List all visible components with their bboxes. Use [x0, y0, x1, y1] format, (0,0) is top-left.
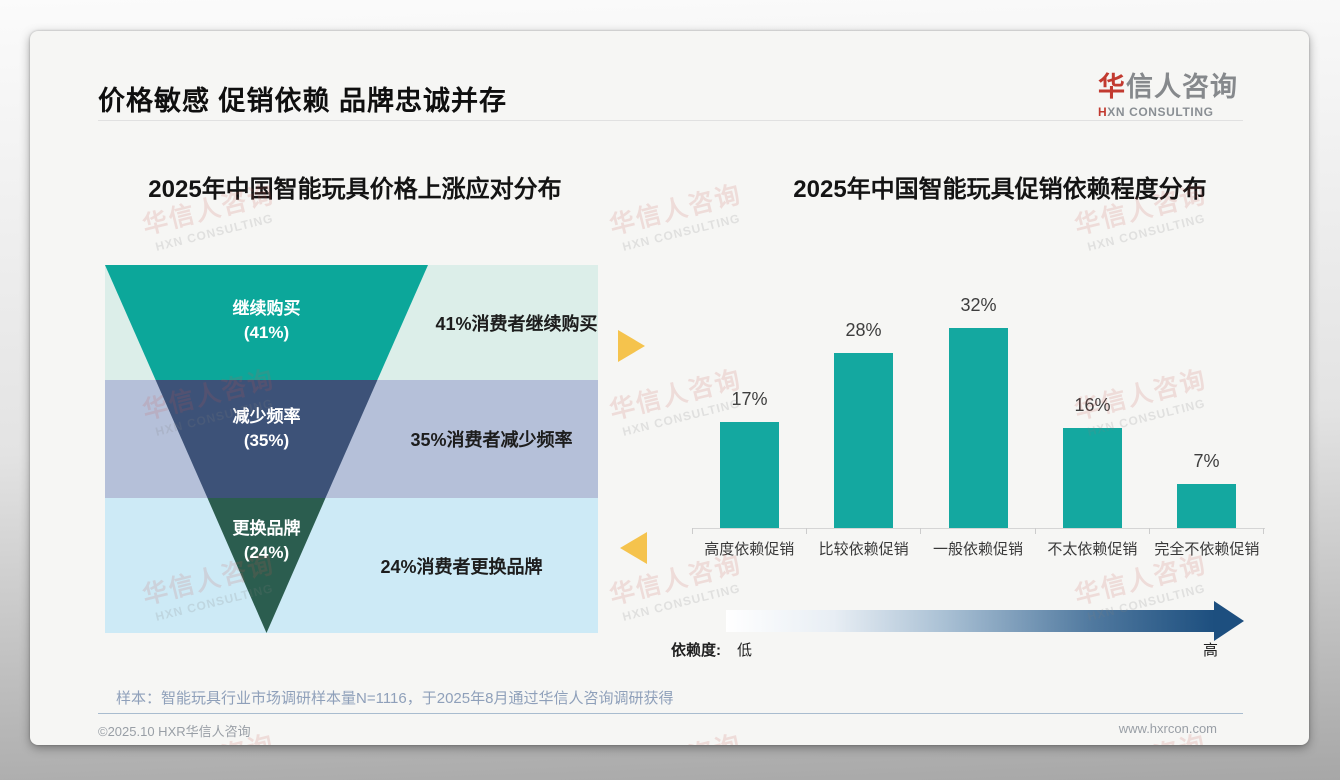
funnel-shape: 继续购买 (41%) 减少频率 (35%) 更换品牌 (24%): [105, 265, 428, 633]
x-axis-label: 比较依赖促销: [818, 541, 909, 558]
funnel-annotation: 24%消费者更换品牌: [380, 556, 543, 577]
funnel-annotation: 35%消费者减少频率: [410, 430, 573, 450]
funnel-note-band: 24%消费者更换品牌: [105, 498, 598, 633]
funnel-segment-label: 更换品牌 (24%): [232, 519, 301, 562]
logo-chinese-text: 华信人咨询: [1098, 72, 1238, 102]
bar-value-label: 16%: [1074, 395, 1111, 415]
funnel-chart-title: 2025年中国智能玩具价格上涨应对分布: [148, 176, 562, 203]
bar-value-label: 7%: [1193, 451, 1220, 472]
bar-value-label: 32%: [960, 295, 997, 315]
bar: [834, 353, 893, 528]
x-axis-line: [692, 528, 1265, 529]
x-axis-ticks: [692, 528, 1264, 534]
footer-divider: [98, 713, 1243, 714]
funnel-segment-label: 继续购买 (41%): [232, 299, 301, 342]
bar: [720, 421, 779, 528]
website-text: www.hxrcon.com: [1118, 721, 1217, 736]
bar: [949, 328, 1008, 528]
slide-card: 价格敏感 促销依赖 品牌忠诚并存 华信人咨询 HXN CONSULTING 20…: [30, 31, 1309, 745]
bar: [1177, 484, 1236, 528]
dependence-high-label: 高: [1203, 642, 1219, 659]
company-logo: 华信人咨询 HXN CONSULTING: [1098, 65, 1258, 119]
copyright-text: ©2025.10 HXR华信人咨询: [98, 724, 251, 739]
funnel-chart: 41%消费者继续购买 35%消费者减少频率 24%消费者更换品牌 继续购买 (41…: [105, 265, 598, 633]
dependence-axis-label: 依赖度:: [671, 642, 721, 659]
funnel-segment-continue: [105, 265, 428, 380]
bar-chart-plot: 17% 28% 32% 16% 7%: [692, 291, 1264, 528]
page-title: 价格敏感 促销依赖 品牌忠诚并存: [98, 86, 508, 116]
arrow-left-icon: [620, 532, 647, 564]
bar-group: 7%: [1149, 451, 1264, 528]
dependence-low-label: 低: [737, 642, 753, 659]
x-axis-labels: 高度依赖促销 比较依赖促销 一般依赖促销 不太依赖促销 完全不依赖促销: [692, 538, 1264, 559]
x-axis-label: 高度依赖促销: [704, 541, 795, 558]
bar-group: 16%: [1035, 395, 1150, 528]
arrow-right-icon: [618, 330, 645, 362]
bar-value-label: 28%: [845, 320, 882, 340]
x-axis-label: 完全不依赖促销: [1154, 541, 1260, 558]
bar-group: 28%: [806, 320, 921, 528]
sample-note: 样本：智能玩具行业市场调研样本量N=1116，于2025年8月通过华信人咨询调研…: [116, 690, 674, 707]
header-divider: [98, 120, 1243, 121]
dependence-gradient-arrowhead: [1214, 601, 1244, 641]
bar: [1063, 428, 1122, 528]
bar-value-label: 17%: [731, 388, 768, 409]
dependence-gradient-arrow: [726, 610, 1214, 632]
funnel-annotation: 41%消费者继续购买: [435, 313, 598, 334]
bar-chart-title: 2025年中国智能玩具促销依赖程度分布: [793, 176, 1207, 203]
bar-group: 32%: [921, 295, 1036, 528]
logo-english-text: HXN CONSULTING: [1098, 105, 1214, 119]
bar-group: 17%: [692, 389, 807, 528]
funnel-segment-label: 减少频率 (35%): [232, 407, 301, 450]
x-axis-label: 一般依赖促销: [933, 541, 1024, 558]
x-axis-label: 不太依赖促销: [1047, 541, 1138, 558]
